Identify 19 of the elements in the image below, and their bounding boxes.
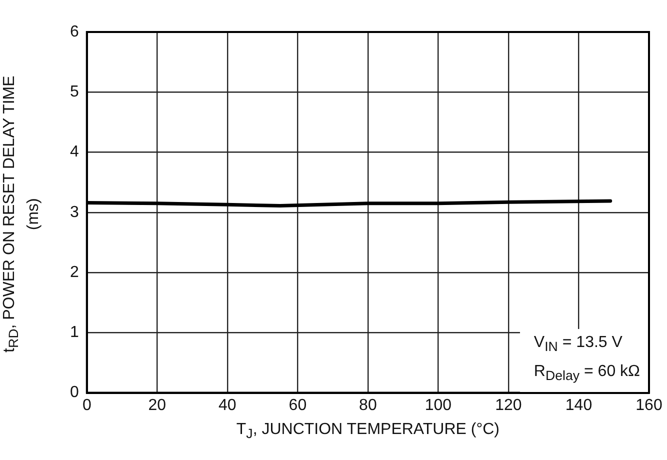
y-tick-label: 0 xyxy=(70,384,79,402)
x-tick-label: 100 xyxy=(424,396,452,414)
y-tick-label: 1 xyxy=(70,324,79,342)
x-tick-label: 20 xyxy=(148,396,166,414)
x-tick-label: 160 xyxy=(636,396,662,414)
x-tick-label: 140 xyxy=(565,396,592,414)
y-tick-label: 4 xyxy=(70,144,79,161)
y-tick-label: 2 xyxy=(70,264,79,281)
annotation: R$_{Delay}$ = 60 kΩ xyxy=(534,362,640,385)
x-tick-label: 60 xyxy=(288,396,307,414)
y-tick-label: 6 xyxy=(70,23,79,40)
x-tick-label: 120 xyxy=(495,396,522,414)
y-tick-label: 5 xyxy=(70,84,79,101)
annotation: V$_{IN}$ = 13.5 V xyxy=(534,333,624,357)
x-tick-label: 40 xyxy=(218,396,236,414)
y-tick-label: 3 xyxy=(70,204,79,221)
x-axis-title: T$_{J}$, JUNCTION TEMPERATURE (°C) xyxy=(235,420,501,441)
x-tick-label: 0 xyxy=(82,396,92,414)
x-tick-label: 80 xyxy=(359,396,377,414)
